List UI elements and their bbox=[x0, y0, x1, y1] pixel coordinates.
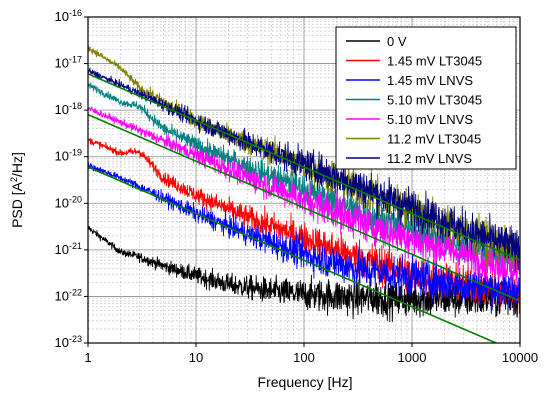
x-axis-ticks: 1 10 100 1000 10000 bbox=[84, 343, 538, 365]
y-tick-exponent: -17 bbox=[69, 55, 82, 65]
x-tick-label: 10000 bbox=[502, 350, 538, 365]
x-tick-label: 100 bbox=[293, 350, 315, 365]
fit-line-1 bbox=[88, 73, 520, 261]
y-tick-label: 10-22 bbox=[55, 287, 82, 303]
series-layer bbox=[88, 45, 520, 343]
fit-line-2 bbox=[88, 113, 520, 302]
y-tick-label: 10-23 bbox=[55, 334, 82, 350]
y-axis-label-sup: 2 bbox=[9, 177, 19, 182]
y-tick-exponent: -16 bbox=[69, 8, 82, 18]
y-tick-base: 10 bbox=[55, 102, 69, 117]
y-tick-exponent: -22 bbox=[69, 287, 82, 297]
y-tick-base: 10 bbox=[55, 56, 69, 71]
y-tick-base: 10 bbox=[55, 335, 69, 350]
y-tick-base: 10 bbox=[55, 195, 69, 210]
y-tick-exponent: -19 bbox=[69, 148, 82, 158]
legend-box bbox=[335, 26, 517, 170]
y-tick-base: 10 bbox=[55, 9, 69, 24]
y-tick-exponent: -20 bbox=[69, 194, 82, 204]
y-axis-label: PSD [A2/Hz] bbox=[9, 152, 25, 228]
y-tick-label: 10-16 bbox=[55, 8, 82, 24]
series-line-7 bbox=[88, 67, 520, 274]
y-tick-label: 10-19 bbox=[55, 148, 82, 164]
y-tick-base: 10 bbox=[55, 242, 69, 257]
legend-label: 1.45 mV LT3045 bbox=[387, 54, 482, 69]
legend-label: 5.10 mV LT3045 bbox=[387, 93, 482, 108]
x-tick-label: 1000 bbox=[398, 350, 427, 365]
legend-label: 11.2 mV LT3045 bbox=[387, 132, 481, 147]
legend-label: 0 V bbox=[387, 34, 407, 49]
y-tick-label: 10-20 bbox=[55, 194, 82, 210]
y-axis-label-main: PSD [A bbox=[9, 181, 25, 228]
fit-line-3 bbox=[88, 166, 497, 343]
series-line-1 bbox=[88, 225, 520, 323]
x-tick-label: 1 bbox=[84, 350, 91, 365]
y-tick-label: 10-21 bbox=[55, 241, 82, 257]
y-tick-exponent: -18 bbox=[69, 101, 82, 111]
y-tick-exponent: -21 bbox=[69, 241, 82, 251]
legend: 0 V 1.45 mV LT3045 1.45 mV LNVS 5.10 mV LT3… bbox=[335, 26, 517, 170]
y-axis-label-tail: /Hz] bbox=[9, 152, 25, 177]
y-tick-base: 10 bbox=[55, 288, 69, 303]
x-axis-label: Frequency [Hz] bbox=[258, 374, 353, 390]
y-tick-base: 10 bbox=[55, 149, 69, 164]
y-tick-exponent: -23 bbox=[69, 334, 82, 344]
legend-label: 1.45 mV LNVS bbox=[387, 73, 473, 88]
x-tick-label: 10 bbox=[189, 350, 203, 365]
legend-label: 5.10 mV LNVS bbox=[387, 112, 473, 127]
legend-label: 11.2 mV LNVS bbox=[387, 151, 472, 166]
y-tick-label: 10-17 bbox=[55, 55, 82, 71]
series-line-5 bbox=[88, 106, 520, 287]
y-tick-label: 10-18 bbox=[55, 101, 82, 117]
